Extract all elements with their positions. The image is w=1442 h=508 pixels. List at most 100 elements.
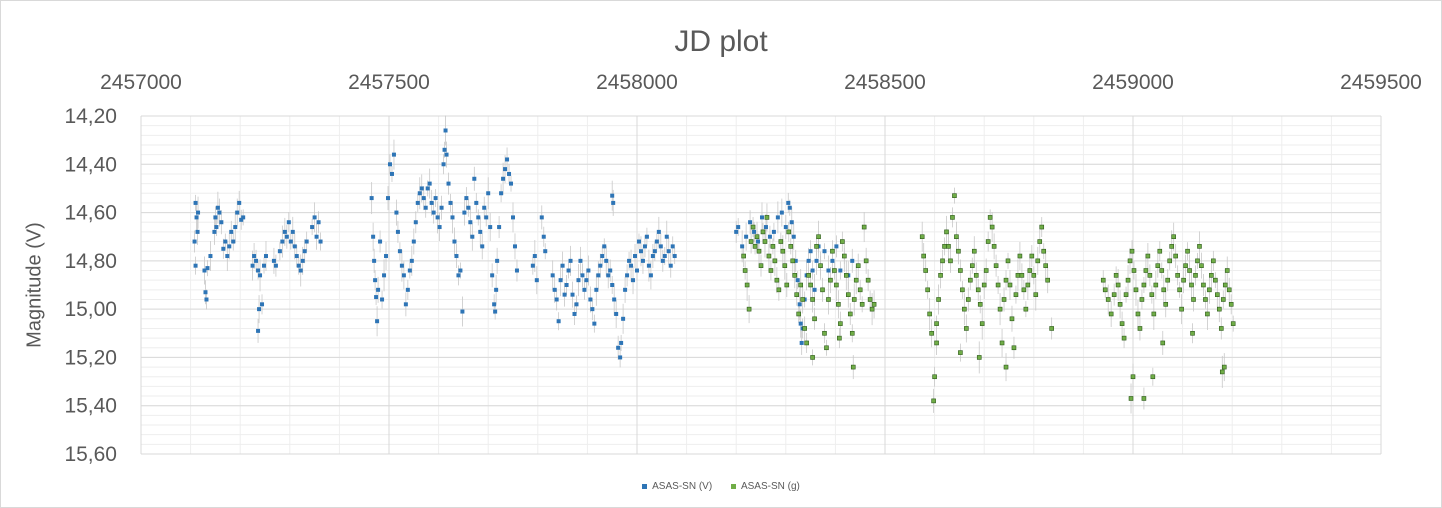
point-asas-sn-v (799, 340, 804, 345)
point-asas-sn-g (929, 330, 934, 336)
point-asas-sn-g (1199, 263, 1204, 268)
point-asas-sn-v (775, 215, 780, 220)
point-asas-sn-g (850, 364, 856, 370)
x-tick-label: 2457000 (100, 71, 182, 94)
point-asas-sn-v (421, 196, 426, 201)
point-asas-sn-g (960, 287, 965, 293)
point-asas-sn-v (314, 234, 319, 239)
point-asas-sn-g (1191, 297, 1196, 302)
point-asas-sn-g (966, 297, 971, 302)
point-asas-sn-v (316, 220, 321, 225)
point-asas-sn-v (752, 229, 757, 234)
point-asas-sn-v (437, 225, 442, 230)
point-asas-sn-g (989, 224, 995, 230)
point-asas-sn-g (995, 282, 1001, 288)
point-asas-sn-g (977, 302, 983, 307)
point-asas-sn-v (771, 229, 776, 234)
point-asas-sn-v (204, 297, 209, 302)
legend-item-g[interactable]: ASAS-SN (g) (730, 481, 800, 492)
point-asas-sn-v (214, 225, 219, 230)
point-asas-sn-v (399, 263, 404, 268)
point-asas-sn-v (629, 263, 634, 268)
point-asas-sn-g (1113, 273, 1119, 278)
point-asas-sn-v (415, 200, 420, 205)
point-asas-sn-v (284, 234, 289, 239)
point-asas-sn-v (543, 249, 548, 254)
point-asas-sn-v (486, 191, 491, 196)
point-asas-sn-v (250, 263, 255, 268)
point-asas-sn-g (754, 234, 760, 240)
point-asas-sn-v (288, 239, 293, 244)
point-asas-sn-g (936, 297, 941, 302)
point-asas-sn-v (838, 268, 843, 273)
point-asas-sn-v (570, 292, 575, 297)
point-asas-sn-v (217, 210, 222, 215)
point-asas-sn-g (832, 268, 837, 273)
point-asas-sn-g (1013, 292, 1019, 297)
point-asas-sn-v (374, 295, 379, 300)
point-asas-sn-g (1215, 292, 1220, 297)
point-asas-sn-g (1007, 282, 1013, 288)
point-asas-sn-v (740, 244, 745, 249)
point-asas-sn-v (409, 258, 414, 263)
point-asas-sn-v (378, 239, 383, 244)
point-asas-sn-g (1021, 287, 1027, 293)
point-asas-sn-v (464, 196, 469, 201)
point-asas-sn-g (1130, 374, 1136, 380)
point-asas-sn-v (806, 258, 811, 263)
point-asas-sn-v (433, 196, 438, 201)
point-asas-sn-g (756, 248, 762, 254)
point-asas-sn-v (574, 302, 579, 307)
point-asas-sn-v (417, 191, 422, 196)
point-asas-sn-g (999, 340, 1005, 346)
point-asas-sn-g (919, 234, 925, 240)
point-asas-sn-g (934, 321, 939, 326)
point-asas-sn-v (212, 229, 217, 234)
point-asas-sn-v (442, 147, 447, 152)
point-asas-sn-g (1135, 311, 1141, 317)
point-asas-sn-g (744, 282, 750, 288)
point-asas-sn-g (849, 330, 855, 336)
point-asas-sn-v (642, 244, 647, 249)
point-asas-sn-v (779, 210, 784, 215)
point-asas-sn-g (855, 263, 861, 268)
point-asas-sn-v (439, 205, 444, 210)
point-asas-sn-g (772, 258, 778, 264)
point-asas-sn-g (1003, 277, 1009, 283)
point-asas-sn-g (1125, 277, 1131, 283)
point-asas-sn-g (836, 302, 841, 307)
point-asas-sn-g (1219, 369, 1225, 375)
point-asas-sn-g (944, 229, 949, 235)
point-asas-sn-v (492, 302, 497, 307)
point-asas-sn-v (280, 239, 285, 244)
legend-item-v[interactable]: ASAS-SN (V) (642, 481, 712, 492)
point-asas-sn-v (636, 239, 641, 244)
point-asas-sn-v (292, 244, 297, 249)
point-asas-sn-g (1161, 287, 1167, 293)
point-asas-sn-g (958, 268, 963, 273)
point-asas-sn-g (770, 244, 776, 249)
point-asas-sn-v (429, 200, 434, 205)
legend[interactable]: ASAS-SN (V) ASAS-SN (g) (1, 481, 1441, 492)
point-asas-sn-g (1119, 321, 1125, 326)
point-asas-sn-v (789, 220, 794, 225)
point-asas-sn-v (606, 273, 611, 278)
point-asas-sn-v (312, 215, 317, 220)
point-asas-sn-g (1213, 277, 1218, 283)
point-asas-sn-v (260, 302, 265, 307)
point-asas-sn-g (828, 277, 833, 283)
point-asas-sn-v (219, 220, 224, 225)
point-asas-sn-v (604, 258, 609, 263)
point-asas-sn-g (1035, 258, 1041, 264)
point-asas-sn-g (778, 239, 784, 244)
point-asas-sn-g (1226, 287, 1232, 293)
point-asas-sn-v (576, 278, 581, 283)
point-asas-sn-v (389, 171, 394, 176)
point-asas-sn-v (435, 215, 440, 220)
point-asas-sn-v (514, 268, 519, 273)
point-asas-sn-g (1003, 364, 1009, 370)
point-asas-sn-v (812, 287, 817, 292)
point-asas-sn-v (656, 229, 661, 234)
point-asas-sn-v (391, 152, 396, 157)
point-asas-sn-g (1190, 330, 1195, 336)
